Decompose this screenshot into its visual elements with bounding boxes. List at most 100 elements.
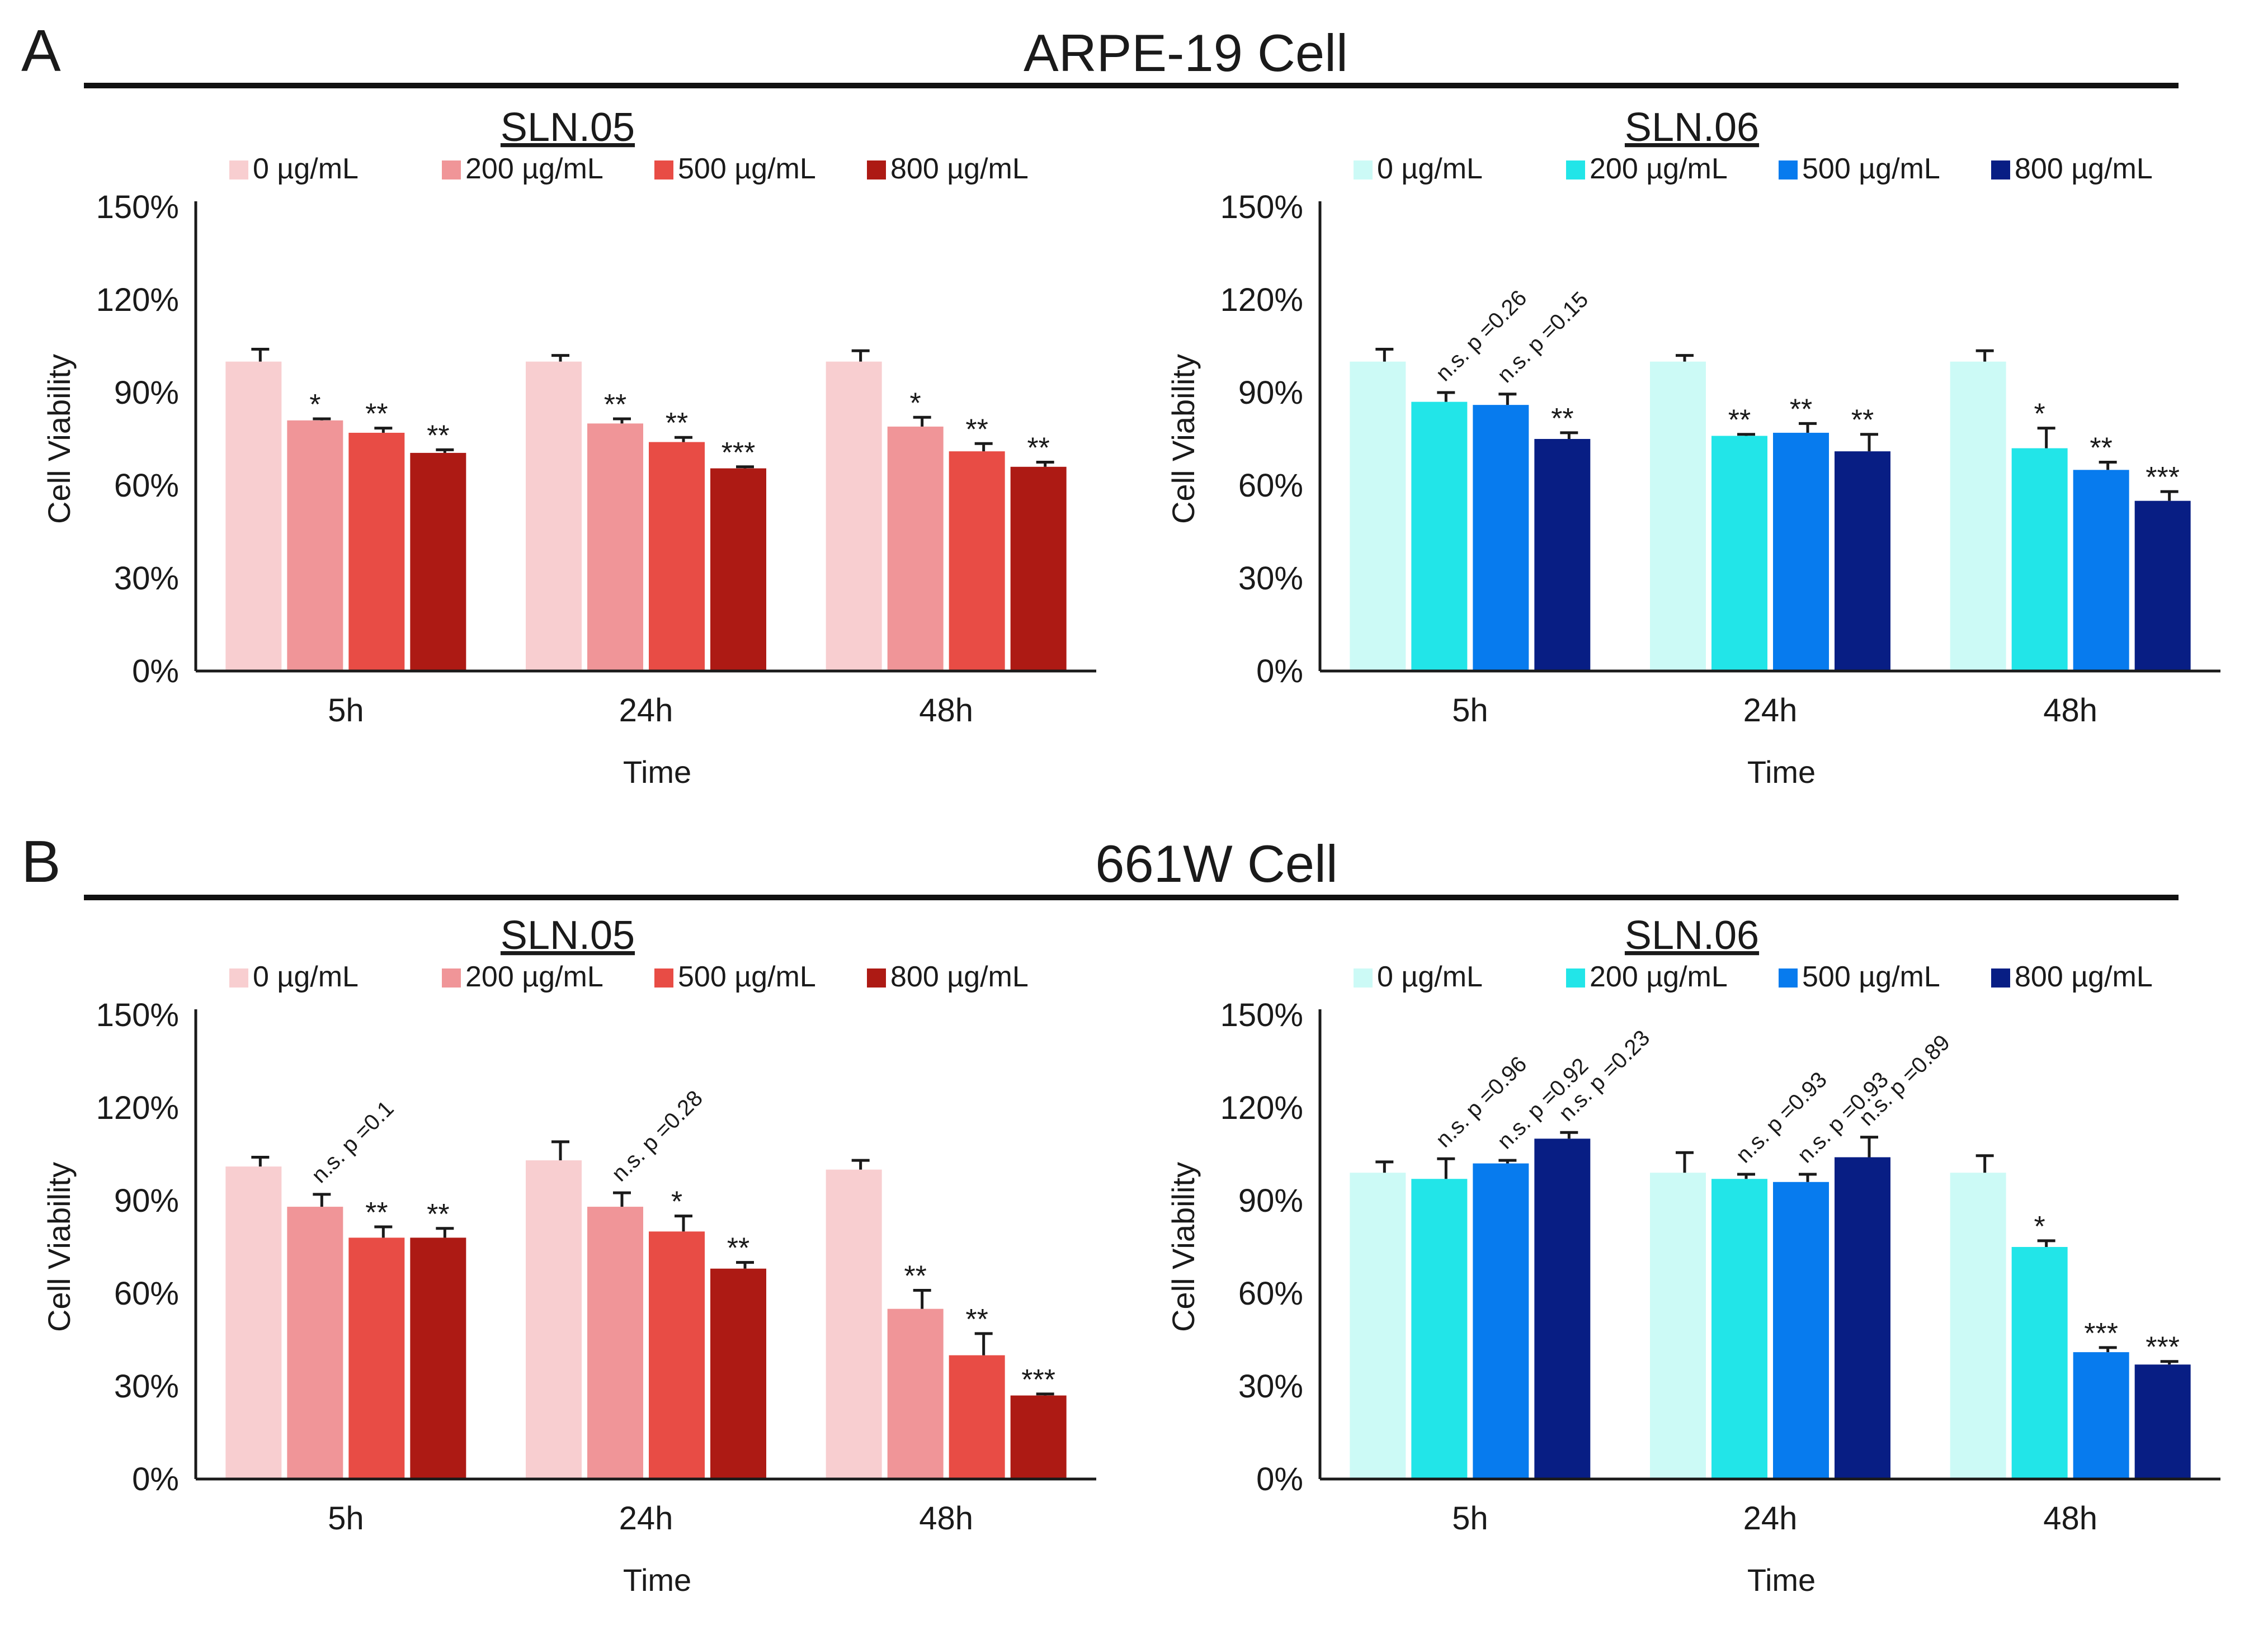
legend-swatch [867, 968, 886, 988]
legend-label: 500 µg/mL [1802, 961, 1940, 993]
legend-swatch [1354, 160, 1373, 179]
bar [225, 361, 282, 671]
legend-label: 0 µg/mL [253, 961, 359, 993]
y-tick-label: 60% [1238, 1275, 1303, 1312]
legend-swatch [1566, 160, 1585, 179]
bar [587, 423, 643, 671]
legend-swatch [1991, 160, 2010, 179]
panel-letter-b: B [21, 829, 61, 895]
significance-label: ** [965, 413, 988, 446]
x-axis-title: Time [623, 754, 691, 790]
bar [2073, 1352, 2129, 1479]
legend-label: 500 µg/mL [1802, 153, 1940, 185]
significance-label: *** [2084, 1317, 2118, 1350]
significance-label: ** [666, 407, 688, 440]
bar [348, 1237, 405, 1479]
bar [1010, 1395, 1067, 1479]
bar [2134, 1364, 2191, 1479]
section-title-arpe19: ARPE-19 Cell [1024, 23, 1348, 82]
chart-svg: SLN.06 0 µg/mL 200 µg/mL 500 µg/mL 800 µg/mL… [1166, 105, 2220, 790]
bar [949, 1355, 1005, 1479]
bar [1650, 361, 1706, 671]
legend-swatch [654, 968, 673, 988]
legend-swatch [229, 968, 248, 988]
y-tick-label: 120% [1220, 1090, 1303, 1126]
legend-label: 500 µg/mL [678, 961, 816, 993]
bar [2011, 448, 2068, 671]
y-tick-label: 0% [1256, 653, 1303, 689]
y-tick-label: 60% [114, 467, 179, 504]
chart-svg: SLN.06 0 µg/mL 200 µg/mL 500 µg/mL 800 µg/mL… [1166, 913, 2220, 1598]
y-axis-title: Cell Viability [1166, 1162, 1201, 1332]
significance-label: ** [2090, 432, 2112, 465]
y-tick-label: 60% [114, 1275, 179, 1312]
legend-swatch [867, 160, 886, 179]
bar [287, 420, 343, 671]
legend-label: 800 µg/mL [890, 961, 1029, 993]
x-axis-title: Time [623, 1562, 691, 1598]
bar [1010, 466, 1067, 671]
legend-label: 800 µg/mL [2015, 153, 2153, 185]
bar [1835, 1157, 1890, 1479]
legend-swatch [654, 160, 673, 179]
bar [1473, 1163, 1529, 1479]
bar [1950, 361, 2006, 671]
y-tick-label: 120% [96, 1090, 179, 1126]
significance-label: * [309, 389, 320, 421]
y-axis-title: Cell Viability [41, 354, 77, 524]
bar [1773, 432, 1829, 671]
x-tick-label: 48h [2043, 1500, 2097, 1537]
legend-label: 0 µg/mL [253, 153, 359, 185]
section-rule-b [84, 895, 2179, 900]
x-tick-label: 24h [1743, 1500, 1798, 1537]
y-tick-label: 30% [114, 560, 179, 597]
legend-swatch [1779, 160, 1798, 179]
legend-swatch [442, 160, 461, 179]
significance-label: ** [427, 1198, 449, 1231]
legend-label: 200 µg/mL [465, 153, 603, 185]
significance-label: ** [1027, 432, 1049, 465]
y-tick-label: 30% [114, 1368, 179, 1405]
y-tick-label: 150% [96, 189, 179, 225]
bar [1835, 451, 1890, 671]
bar [887, 426, 944, 671]
x-tick-label: 5h [1452, 692, 1488, 729]
significance-label: ** [727, 1232, 749, 1265]
chart-title: SLN.06 [1625, 913, 1759, 958]
legend-swatch [1354, 968, 1373, 988]
y-tick-label: 60% [1238, 467, 1303, 504]
significance-label: n.s. p =0.28 [607, 1086, 708, 1187]
x-tick-label: 24h [1743, 692, 1798, 729]
chart-title: SLN.05 [501, 913, 635, 958]
y-tick-label: 150% [96, 997, 179, 1033]
significance-label: * [910, 387, 921, 419]
y-tick-label: 30% [1238, 1368, 1303, 1405]
legend-swatch [1991, 968, 2010, 988]
x-axis-title: Time [1747, 754, 1816, 790]
bar [649, 1231, 705, 1479]
bar [1650, 1173, 1706, 1479]
y-tick-label: 0% [132, 653, 179, 689]
legend-swatch [1779, 968, 1798, 988]
y-tick-label: 90% [1238, 375, 1303, 411]
significance-label: ** [1851, 404, 1874, 437]
significance-label: *** [2146, 461, 2180, 494]
legend-label: 800 µg/mL [2015, 961, 2153, 993]
bar [1534, 1138, 1591, 1479]
significance-label: * [2034, 1211, 2045, 1243]
chart-svg: SLN.05 0 µg/mL 200 µg/mL 500 µg/mL 800 µg/mL… [41, 105, 1096, 790]
bar [287, 1207, 343, 1479]
x-tick-label: 24h [619, 692, 673, 729]
x-tick-label: 5h [1452, 1500, 1488, 1537]
bar [410, 1237, 466, 1479]
significance-label: ** [365, 398, 388, 431]
bar [2134, 500, 2191, 671]
legend-label: 200 µg/mL [465, 961, 603, 993]
bar [410, 452, 466, 671]
significance-label: ** [1790, 393, 1812, 426]
legend-swatch [229, 160, 248, 179]
legend-swatch [1566, 968, 1585, 988]
bar [1350, 361, 1406, 671]
bar [1534, 439, 1591, 671]
chart-661w-sln06: SLN.06 0 µg/mL 200 µg/mL 500 µg/mL 800 µg/mL… [1141, 903, 2248, 1630]
